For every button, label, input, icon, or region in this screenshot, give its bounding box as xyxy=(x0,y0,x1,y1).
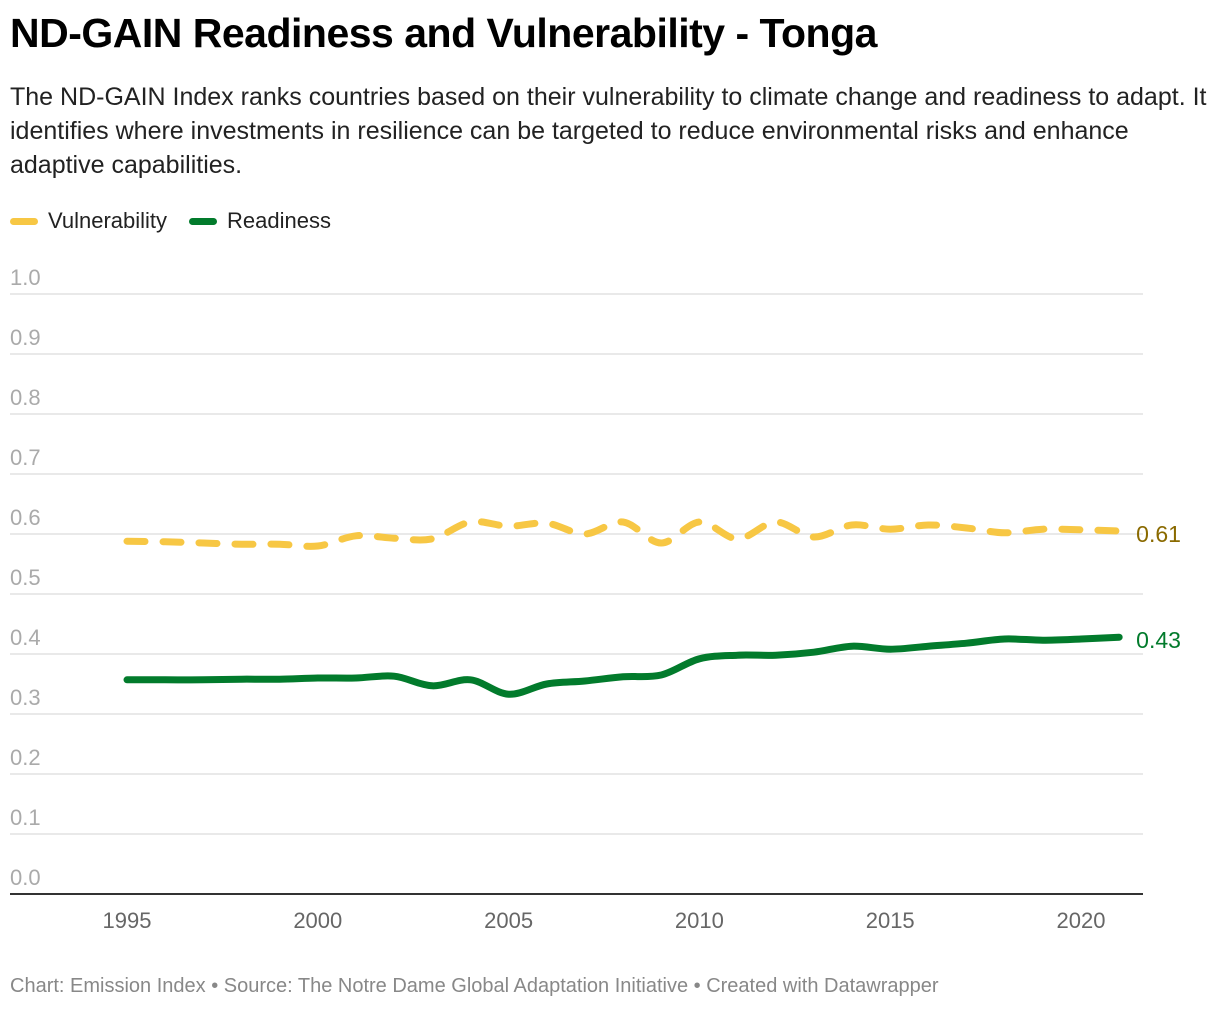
x-tick-label: 2000 xyxy=(293,908,342,933)
line-vulnerability xyxy=(123,518,1123,550)
line-readiness xyxy=(123,633,1123,698)
legend-item-readiness: Readiness xyxy=(189,208,331,234)
y-tick-label: 0.7 xyxy=(10,445,41,470)
y-tick-label: 0.6 xyxy=(10,505,41,530)
x-tick-label: 2005 xyxy=(484,908,533,933)
y-tick-label: 0.2 xyxy=(10,745,41,770)
end-value-label: 0.43 xyxy=(1136,627,1181,653)
legend-label: Readiness xyxy=(227,208,331,233)
y-tick-label: 0.5 xyxy=(10,565,41,590)
x-tick-label: 2010 xyxy=(675,908,724,933)
end-value-label: 0.61 xyxy=(1136,521,1181,547)
chart-description: The ND-GAIN Index ranks countries based … xyxy=(10,83,1207,179)
y-tick-label: 0.4 xyxy=(10,625,41,650)
x-tick-label: 1995 xyxy=(103,908,152,933)
y-tick-label: 0.0 xyxy=(10,865,41,890)
chart-title: ND-GAIN Readiness and Vulnerability - To… xyxy=(10,10,877,56)
legend-swatch-readiness xyxy=(189,217,218,225)
chart-footer: Chart: Emission Index • Source: The Notr… xyxy=(10,975,939,997)
x-tick-label: 2015 xyxy=(866,908,915,933)
x-tick-label: 2020 xyxy=(1057,908,1106,933)
legend-item-vulnerability: Vulnerability xyxy=(10,208,167,234)
y-tick-label: 0.1 xyxy=(10,805,41,830)
y-tick-label: 0.8 xyxy=(10,385,41,410)
legend-label: Vulnerability xyxy=(48,208,168,233)
legend: Vulnerability Readiness xyxy=(10,208,331,234)
y-tick-label: 0.3 xyxy=(10,685,41,710)
y-tick-label: 0.9 xyxy=(10,325,41,350)
y-tick-label: 1.0 xyxy=(10,265,41,290)
legend-swatch-vulnerability xyxy=(10,217,38,225)
